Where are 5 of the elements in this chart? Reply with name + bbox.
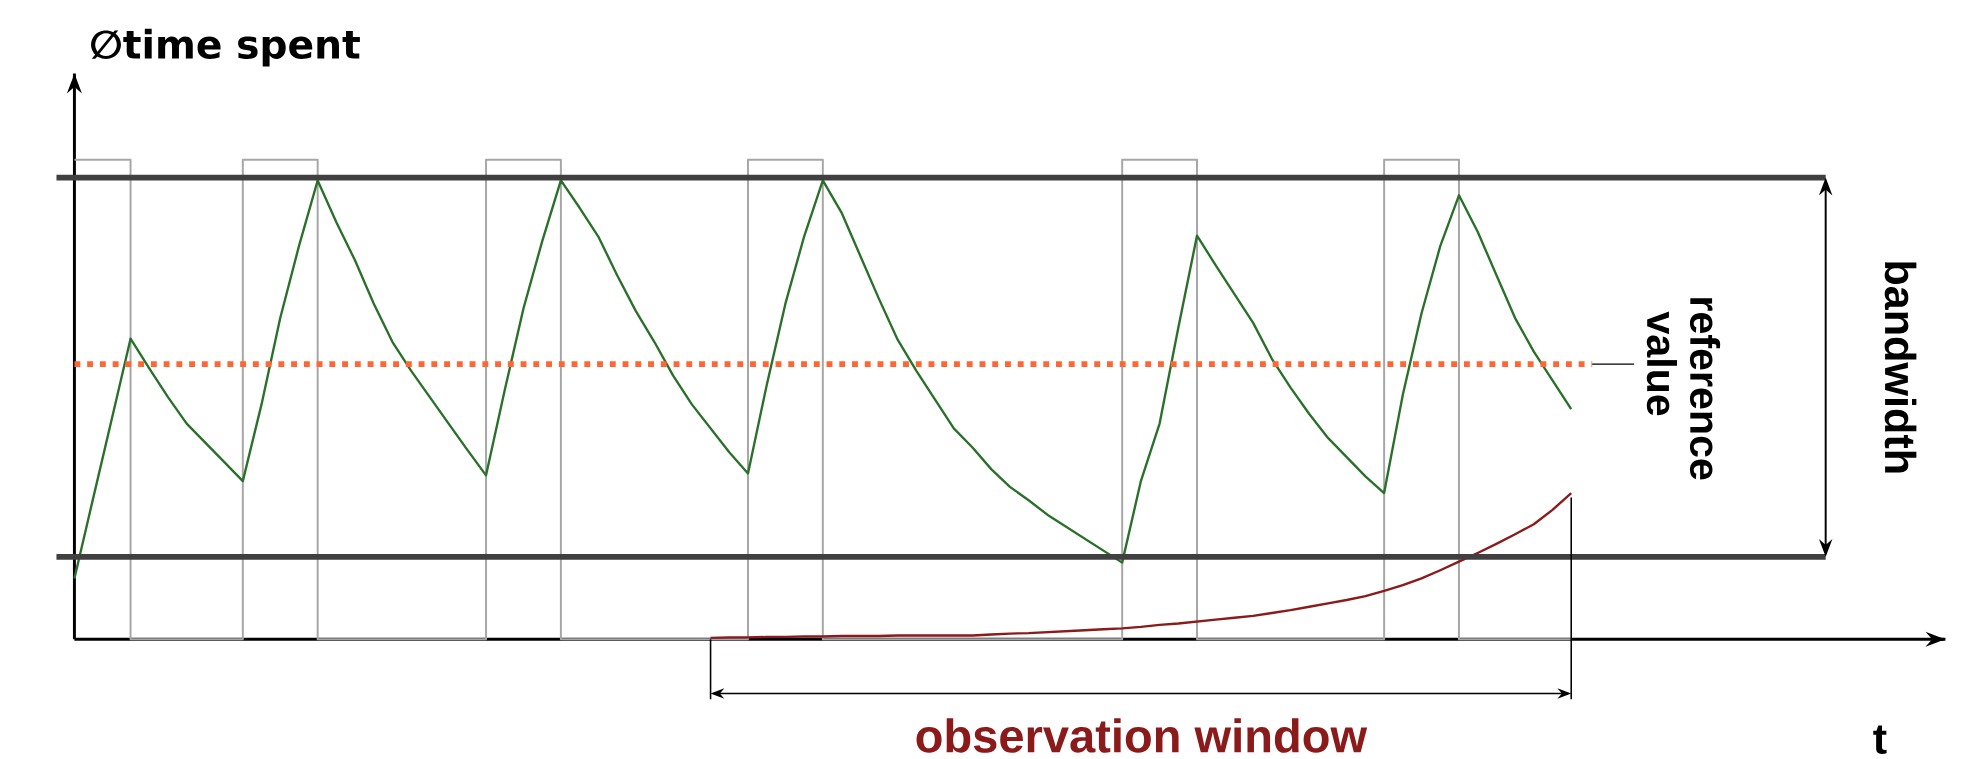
y-axis-title: ∅time spent [91, 28, 360, 67]
text: observation window [916, 718, 1368, 753]
text: bandwidth [1884, 262, 1917, 473]
ref-line-label: reference value [1646, 298, 1721, 480]
text: t [1873, 725, 1887, 755]
